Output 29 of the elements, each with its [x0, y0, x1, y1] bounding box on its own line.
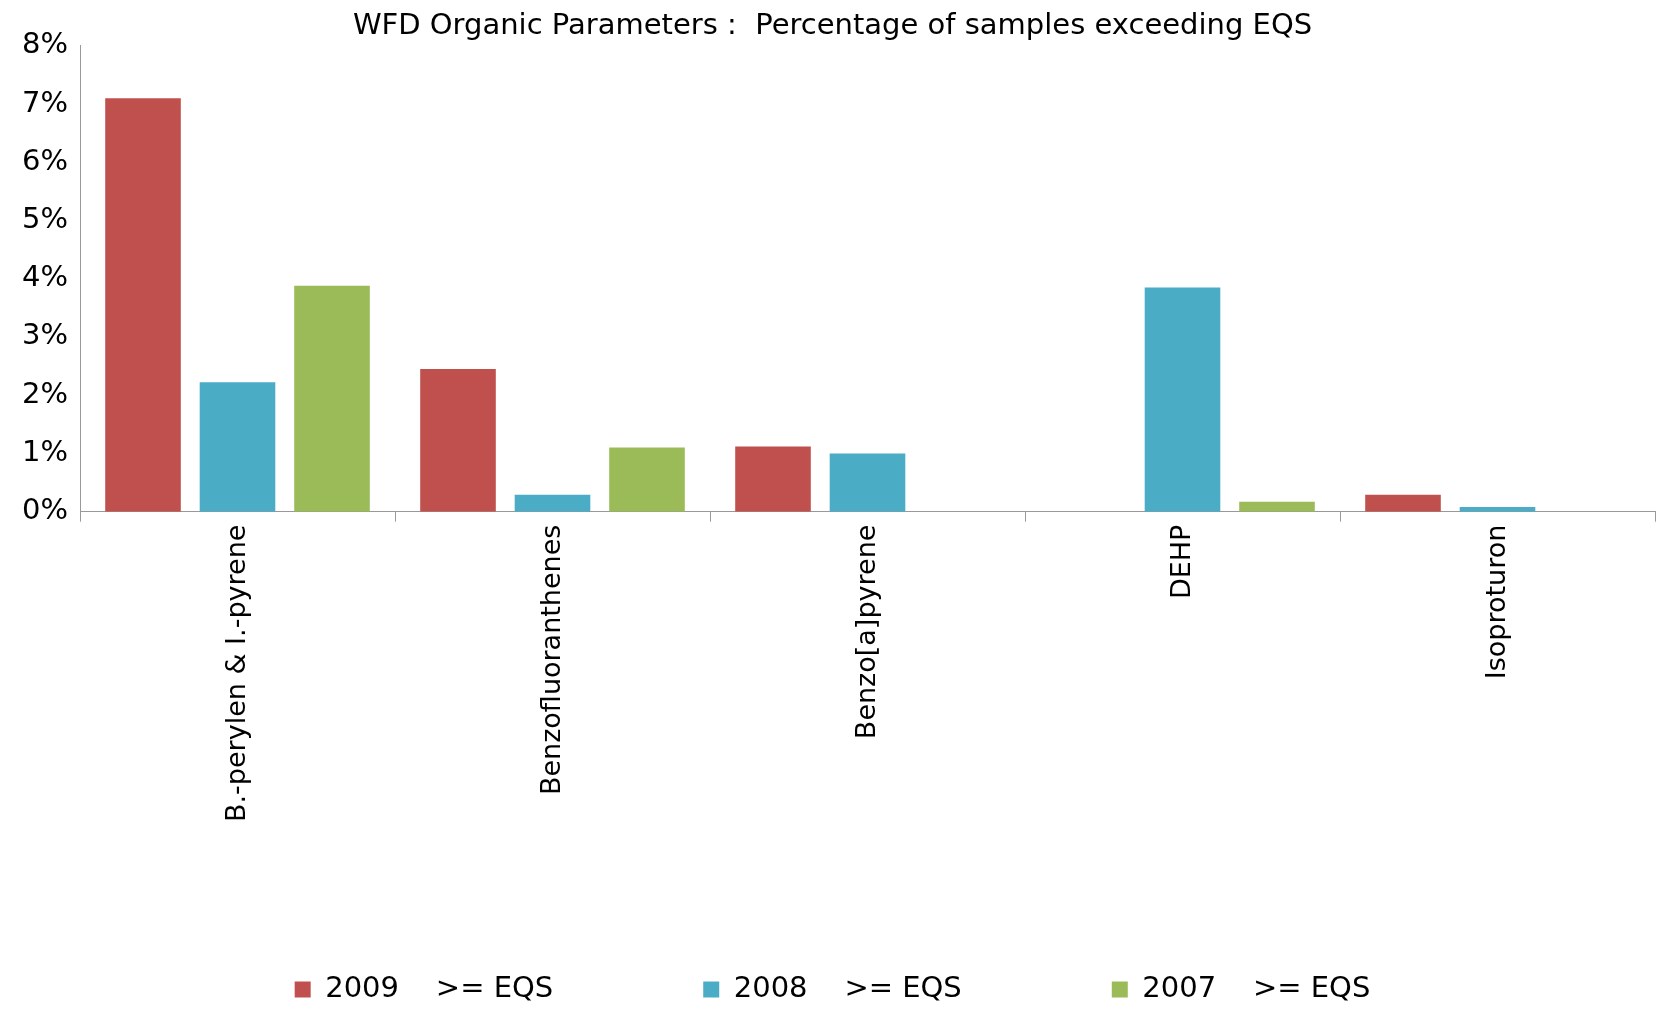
bar [1239, 501, 1315, 512]
bar [420, 368, 496, 512]
bar [294, 285, 370, 512]
bar [609, 447, 685, 512]
x-tick-label: Benzo[a]pyrene [849, 524, 881, 740]
legend-label: 2009 >= EQS [325, 970, 554, 1005]
x-tick-label: Isoproturon [1479, 524, 1511, 680]
y-tick-label: 8% [21, 26, 69, 61]
chart-title: WFD Organic Parameters : Percentage of samples exceeding EQS [352, 6, 1313, 41]
legend-label: 2008 >= EQS [733, 970, 962, 1005]
y-tick-label: 2% [21, 375, 69, 410]
y-tick-label: 7% [21, 84, 69, 119]
bar [829, 453, 906, 512]
legend-label: 2007 >= EQS [1142, 970, 1371, 1005]
y-tick-label: 1% [21, 433, 69, 468]
bar [1365, 494, 1441, 512]
y-tick-label: 0% [21, 492, 69, 527]
y-tick-label: 3% [21, 317, 69, 352]
bar [199, 382, 276, 512]
y-tick-label: 5% [21, 201, 69, 236]
bar [735, 446, 811, 512]
bar [1144, 287, 1221, 512]
x-tick-label: B.-perylen & I.-pyrene [219, 524, 251, 823]
x-tick-label: Benzofluoranthenes [534, 524, 566, 796]
x-tick-label: DEHP [1164, 524, 1196, 600]
bar [105, 98, 181, 512]
y-tick-label: 4% [21, 259, 69, 294]
y-tick-label: 6% [21, 142, 69, 177]
bar [514, 494, 591, 512]
